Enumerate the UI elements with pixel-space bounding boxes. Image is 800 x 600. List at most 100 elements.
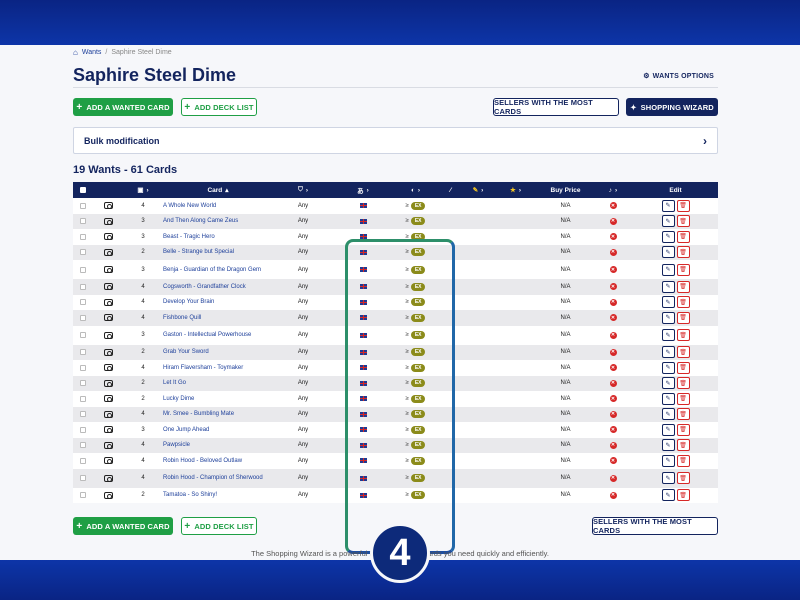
camera-icon[interactable] — [103, 217, 113, 225]
card-name-link[interactable]: Hiram Flaversham - Toymaker — [163, 364, 244, 371]
row-checkbox[interactable] — [80, 364, 86, 371]
row-checkbox[interactable] — [80, 349, 86, 356]
camera-icon[interactable] — [103, 457, 113, 465]
row-checkbox[interactable] — [80, 442, 86, 449]
edit-button[interactable]: ✎ — [661, 230, 675, 243]
edit-button[interactable]: ✎ — [661, 454, 675, 467]
delete-button[interactable]: 🗑 — [676, 329, 690, 341]
camera-icon[interactable] — [103, 395, 113, 403]
sort-expansion[interactable]: ⛉ › — [273, 186, 333, 194]
edit-button[interactable]: ✎ — [661, 408, 675, 421]
delete-button[interactable]: 🗑 — [676, 296, 690, 309]
row-checkbox[interactable] — [80, 218, 86, 225]
edit-button[interactable]: ✎ — [661, 280, 675, 293]
edit-button[interactable]: ✎ — [661, 215, 675, 228]
sort-foil[interactable]: ⁄ — [438, 187, 463, 194]
edit-button[interactable]: ✎ — [661, 311, 675, 324]
row-checkbox[interactable] — [80, 380, 86, 387]
delete-button[interactable]: 🗑 — [676, 230, 690, 243]
shopping-wizard-button[interactable]: ✦ SHOPPING WIZARD — [626, 98, 718, 116]
row-checkbox[interactable] — [80, 314, 86, 321]
delete-button[interactable]: 🗑 — [676, 311, 690, 324]
edit-button[interactable]: ✎ — [661, 361, 675, 374]
edit-button[interactable]: ✎ — [661, 439, 675, 452]
card-name-link[interactable]: Mr. Smee - Bumbling Mate — [163, 411, 235, 418]
camera-icon[interactable] — [103, 441, 113, 449]
bulk-modification-panel[interactable]: Bulk modification › — [73, 127, 718, 154]
camera-icon[interactable] — [103, 233, 113, 241]
sort-notification[interactable]: ♪ › — [593, 187, 633, 194]
delete-button[interactable]: 🗑 — [676, 199, 690, 212]
camera-icon[interactable] — [103, 298, 113, 306]
camera-icon[interactable] — [103, 331, 113, 339]
sort-buy-price[interactable]: Buy Price — [538, 187, 593, 194]
delete-button[interactable]: 🗑 — [676, 361, 690, 374]
camera-icon[interactable] — [103, 364, 113, 372]
card-name-link[interactable]: Fishbone Quill — [163, 314, 202, 321]
card-name-link[interactable]: Robin Hood - Champion of Sherwood — [163, 475, 263, 481]
camera-icon[interactable] — [103, 283, 113, 291]
edit-button[interactable]: ✎ — [661, 489, 675, 502]
card-name-link[interactable]: Belle - Strange but Special — [163, 249, 235, 256]
add-deck-list-button-bottom[interactable]: + ADD DECK LIST — [181, 517, 257, 535]
delete-button[interactable]: 🗑 — [676, 263, 690, 276]
edit-button[interactable]: ✎ — [661, 263, 675, 276]
edit-button[interactable]: ✎ — [661, 346, 675, 359]
sort-condition[interactable]: ◐ › — [393, 187, 438, 194]
row-checkbox[interactable] — [80, 332, 86, 338]
edit-button[interactable]: ✎ — [661, 246, 675, 259]
camera-icon[interactable] — [103, 348, 113, 356]
row-checkbox[interactable] — [80, 233, 86, 240]
camera-icon[interactable] — [103, 491, 113, 499]
card-name-link[interactable]: Cogsworth - Grandfather Clock — [163, 283, 246, 290]
home-icon[interactable]: ⌂ — [73, 48, 78, 57]
select-all-checkbox[interactable] — [73, 187, 93, 193]
row-checkbox[interactable] — [80, 283, 86, 290]
add-deck-list-button[interactable]: + ADD DECK LIST — [181, 98, 257, 116]
breadcrumb-wants[interactable]: Wants — [81, 49, 102, 56]
checkbox[interactable] — [80, 187, 86, 193]
sort-altered[interactable]: ✎ › — [463, 186, 493, 195]
row-checkbox[interactable] — [80, 492, 86, 499]
delete-button[interactable]: 🗑 — [676, 246, 690, 259]
add-wanted-card-button-bottom[interactable]: + ADD A WANTED CARD — [73, 517, 173, 535]
row-checkbox[interactable] — [80, 426, 86, 433]
card-name-link[interactable]: Pawpsicle — [163, 442, 191, 449]
delete-button[interactable]: 🗑 — [676, 215, 690, 228]
sellers-most-cards-button[interactable]: SELLERS WITH THE MOST CARDS — [493, 98, 619, 116]
wants-options-button[interactable]: ⚙ WANTS OPTIONS — [643, 72, 714, 81]
edit-button[interactable]: ✎ — [661, 199, 675, 212]
camera-icon[interactable] — [103, 426, 113, 434]
row-checkbox[interactable] — [80, 266, 86, 273]
edit-button[interactable]: ✎ — [661, 472, 675, 484]
card-name-link[interactable]: Tamatoa - So Shiny! — [163, 492, 218, 499]
edit-button[interactable]: ✎ — [661, 392, 675, 405]
card-name-link[interactable]: Benja - Guardian of the Dragon Gem — [163, 266, 262, 273]
delete-button[interactable]: 🗑 — [676, 454, 690, 467]
row-checkbox[interactable] — [80, 475, 86, 481]
sort-card[interactable]: Card ▴ — [163, 186, 273, 195]
sort-language[interactable]: あ › — [333, 185, 393, 196]
row-checkbox[interactable] — [80, 202, 86, 209]
camera-icon[interactable] — [103, 410, 113, 418]
camera-icon[interactable] — [103, 379, 113, 387]
row-checkbox[interactable] — [80, 395, 86, 402]
camera-icon[interactable] — [103, 248, 113, 256]
delete-button[interactable]: 🗑 — [676, 408, 690, 421]
delete-button[interactable]: 🗑 — [676, 346, 690, 359]
row-checkbox[interactable] — [80, 411, 86, 418]
card-name-link[interactable]: Grab Your Sword — [163, 349, 209, 356]
card-name-link[interactable]: Gaston - Intellectual Powerhouse — [163, 332, 252, 338]
camera-icon[interactable] — [103, 474, 113, 482]
sellers-most-cards-button-bottom[interactable]: SELLERS WITH THE MOST CARDS — [592, 517, 718, 535]
delete-button[interactable]: 🗑 — [676, 392, 690, 405]
sort-first-edition[interactable]: ★ › — [493, 186, 538, 195]
delete-button[interactable]: 🗑 — [676, 439, 690, 452]
sort-image[interactable]: ▣ › — [123, 186, 163, 195]
delete-button[interactable]: 🗑 — [676, 423, 690, 436]
edit-button[interactable]: ✎ — [661, 296, 675, 309]
edit-button[interactable]: ✎ — [661, 377, 675, 390]
card-name-link[interactable]: Let It Go — [163, 380, 187, 387]
delete-button[interactable]: 🗑 — [676, 280, 690, 293]
row-checkbox[interactable] — [80, 249, 86, 256]
